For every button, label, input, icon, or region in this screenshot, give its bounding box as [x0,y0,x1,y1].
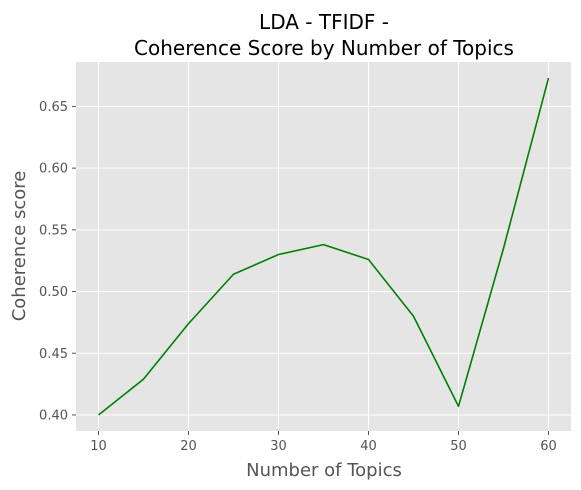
x-axis-label: Number of Topics [246,460,402,481]
plot-area [76,62,571,431]
y-tick-label: 0.65 [39,100,68,115]
x-tick-label: 40 [360,439,377,454]
x-tick-label: 20 [180,439,197,454]
series-line [98,77,550,416]
x-tick-label: 10 [90,439,107,454]
x-tick-label: 30 [270,439,287,454]
tick-labels: 10 20 30 40 50 60 0.40 0.45 0.50 0.55 0.60 0.65 [39,100,557,454]
chart-title-line-1: LDA - TFIDF - [259,10,389,34]
x-tick-label: 60 [540,439,557,454]
chart-title-line-2: Coherence Score by Number of Topics [134,36,514,60]
y-axis-label: Coherence score [9,171,30,322]
y-tick-label: 0.50 [39,285,68,300]
y-tick-label: 0.45 [39,347,68,362]
y-tick-label: 0.55 [39,223,68,238]
series-layer [98,77,550,416]
grid-lines [76,62,571,431]
y-tick-label: 0.60 [39,162,68,177]
y-tick-label: 0.40 [39,408,68,423]
x-tick-label: 50 [450,439,467,454]
